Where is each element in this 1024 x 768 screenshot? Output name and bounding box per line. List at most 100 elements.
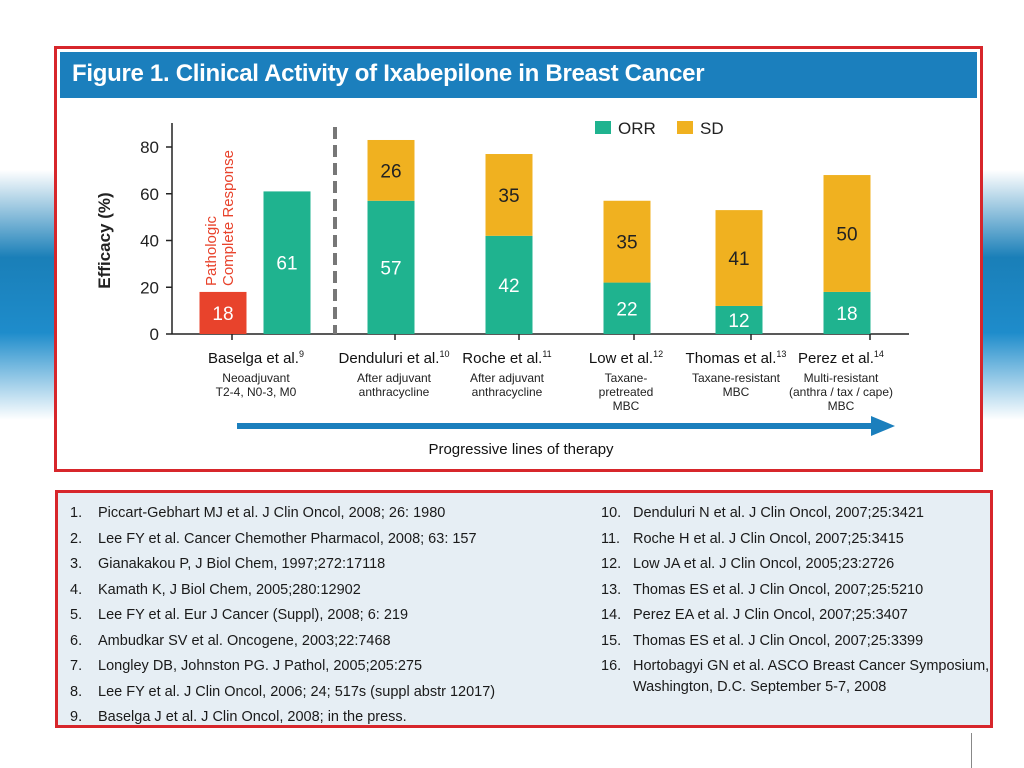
group-ref-superscript: 9 (299, 349, 304, 359)
group-description-line: anthracycline (359, 385, 430, 399)
reference-item: 3. Gianakakou P, J Biol Chem, 1997;272:17… (70, 552, 590, 578)
group-description-line: anthracycline (472, 385, 543, 399)
reference-text: Baselga J et al. J Clin Oncol, 2008; in … (98, 709, 407, 725)
y-tick-label: 0 (150, 325, 159, 344)
reference-number: 3. (70, 556, 83, 572)
sd-bar (485, 154, 533, 236)
reference-text: Thomas ES et al. J Clin Oncol, 2007;25:5… (633, 581, 924, 598)
pcr-annotation-line: Pathologic (203, 215, 220, 286)
reference-number: 4. (70, 581, 83, 598)
reference-text: Perez EA et al. J Clin Oncol, 2007;25:34… (633, 607, 908, 623)
group-name-text: Thomas et al. (686, 350, 777, 367)
reference-item: 9. Baselga J et al. J Clin Oncol, 2008; i… (70, 705, 590, 731)
group-name-label: Perez et al.14 (798, 349, 884, 367)
reference-number: 14. (601, 607, 622, 623)
pcr-annotation-line: Complete Response (220, 150, 237, 286)
group-description-line: MBC (613, 399, 640, 413)
y-tick-label: 60 (140, 185, 159, 204)
reference-number: 16. (601, 658, 622, 674)
reference-number: 13. (601, 581, 622, 598)
group-description-line: Taxane-resistant (692, 371, 781, 385)
group-ref-superscript: 11 (542, 349, 551, 359)
group-description-label: Taxane-resistant MBC (692, 371, 781, 399)
group-name-text: Baselga et al. (208, 350, 299, 367)
reference-number: 15. (601, 632, 622, 649)
reference-item: 15. Thomas ES et al. J Clin Oncol, 2007;2… (601, 629, 991, 655)
reference-text: Lee FY et al. J Clin Oncol, 2006; 24; 51… (98, 683, 496, 700)
sd-bar (823, 175, 871, 292)
group-description-line: Taxane- (605, 371, 648, 385)
group-name-label: Baselga et al.9 (208, 349, 304, 367)
pcr-annotation-label: PathologicComplete Response (203, 150, 237, 286)
legend-sd-swatch (677, 121, 693, 134)
orr-bar-label: 22 (616, 299, 637, 320)
y-tick-label: 80 (140, 138, 159, 157)
pcr-bar (199, 291, 247, 334)
legend-sd-label: SD (700, 119, 724, 138)
group-name-text: Denduluri et al. (339, 350, 440, 367)
group-name-text: Roche et al. (462, 350, 542, 367)
reference-item: 1. Piccart-Gebhart MJ et al. J Clin Oncol… (70, 501, 590, 527)
group-description-line: Neoadjuvant (222, 371, 290, 385)
group-ref-superscript: 10 (439, 349, 449, 359)
reference-number: 2. (70, 530, 83, 547)
reference-text: Gianakakou P, J Biol Chem, 1997;272:1711… (98, 556, 386, 572)
sd-bar-label: 35 (616, 233, 637, 254)
orr-bar (715, 305, 763, 334)
reference-item: 7. Longley DB, Johnston PG. J Pathol, 200… (70, 654, 590, 680)
group-description-label: Multi-resistant (anthra / tax / cape) MBC (789, 371, 893, 413)
reference-text: Lee FY et al. Cancer Chemother Pharmacol… (98, 530, 477, 547)
reference-number: 8. (70, 683, 83, 700)
reference-item: 6. Ambudkar SV et al. Oncogene, 2003;22:7… (70, 629, 590, 655)
group-description-line: (anthra / tax / cape) (789, 385, 893, 399)
reference-text: Hortobagyi GN et al. ASCO Breast Cancer … (633, 658, 990, 695)
sd-bar (603, 200, 651, 283)
orr-bar (367, 200, 415, 334)
reference-number: 6. (70, 632, 83, 649)
orr-bar-label: 57 (380, 258, 401, 279)
efficacy-chart: 0 20 40 60 80 Efficacy (%) 18 61 57 26 42 35 22 35 12 4… (95, 119, 909, 458)
group-name-label: Low et al.12 (589, 349, 663, 367)
reference-item: 16. Hortobagyi GN et al. ASCO Breast Canc… (601, 654, 991, 700)
figure-title: Figure 1. Clinical Activity of Ixabepilo… (72, 60, 705, 87)
group-description-line: T2-4, N0-3, M0 (216, 385, 297, 399)
orr-bar (823, 291, 871, 334)
y-tick-label: 40 (140, 232, 159, 251)
group-ref-superscript: 13 (776, 349, 786, 359)
y-axis-title: Efficacy (%) (95, 192, 114, 288)
legend-orr-label: ORR (618, 119, 656, 138)
group-name-text: Low et al. (589, 350, 653, 367)
sd-bar-label: 41 (728, 249, 749, 270)
reference-text: Ambudkar SV et al. Oncogene, 2003;22:746… (98, 632, 391, 649)
orr-bar-label: 61 (276, 254, 297, 275)
group-description-line: Multi-resistant (804, 371, 879, 385)
progress-arrow-head (871, 416, 895, 436)
reference-text: Kamath K, J Biol Chem, 2005;280:12902 (98, 581, 361, 598)
group-name-label: Roche et al.11 (462, 349, 551, 367)
group-ref-superscript: 14 (874, 349, 884, 359)
reference-item: 8. Lee FY et al. J Clin Oncol, 2006; 24; … (70, 680, 590, 706)
orr-bar-label: 42 (498, 276, 519, 297)
reference-number: 5. (70, 607, 83, 623)
sd-bar-label: 26 (380, 161, 401, 182)
reference-number: 9. (70, 709, 83, 725)
sd-bar (715, 210, 763, 306)
page-divider-line (971, 733, 972, 768)
reference-text: Lee FY et al. Eur J Cancer (Suppl), 2008… (98, 607, 409, 623)
group-description-line: MBC (828, 399, 855, 413)
orr-bar (485, 235, 533, 334)
reference-number: 7. (70, 658, 83, 674)
reference-item: 13. Thomas ES et al. J Clin Oncol, 2007;2… (601, 578, 991, 604)
group-name-label: Denduluri et al.10 (339, 349, 450, 367)
reference-number: 11. (601, 530, 621, 547)
reference-text: Denduluri N et al. J Clin Oncol, 2007;25… (633, 505, 924, 521)
pcr-bar-label: 18 (212, 304, 233, 325)
progress-arrow-label: Progressive lines of therapy (428, 441, 614, 458)
reference-text: Low JA et al. J Clin Oncol, 2005;23:2726 (633, 556, 895, 572)
group-description-line: After adjuvant (470, 371, 545, 385)
reference-item: 14. Perez EA et al. J Clin Oncol, 2007;25… (601, 603, 991, 629)
group-name-text: Perez et al. (798, 350, 874, 367)
reference-item: 5. Lee FY et al. Eur J Cancer (Suppl), 20… (70, 603, 590, 629)
sd-bar (367, 139, 415, 201)
figure-header: Figure 1. Clinical Activity of Ixabepilo… (60, 52, 977, 98)
